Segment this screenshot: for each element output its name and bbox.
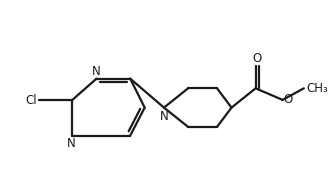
Text: O: O [283, 93, 293, 106]
Text: N: N [67, 137, 76, 150]
Text: CH₃: CH₃ [307, 82, 328, 95]
Text: N: N [92, 65, 101, 78]
Text: Cl: Cl [25, 94, 37, 107]
Text: O: O [252, 52, 261, 65]
Text: N: N [160, 110, 168, 123]
